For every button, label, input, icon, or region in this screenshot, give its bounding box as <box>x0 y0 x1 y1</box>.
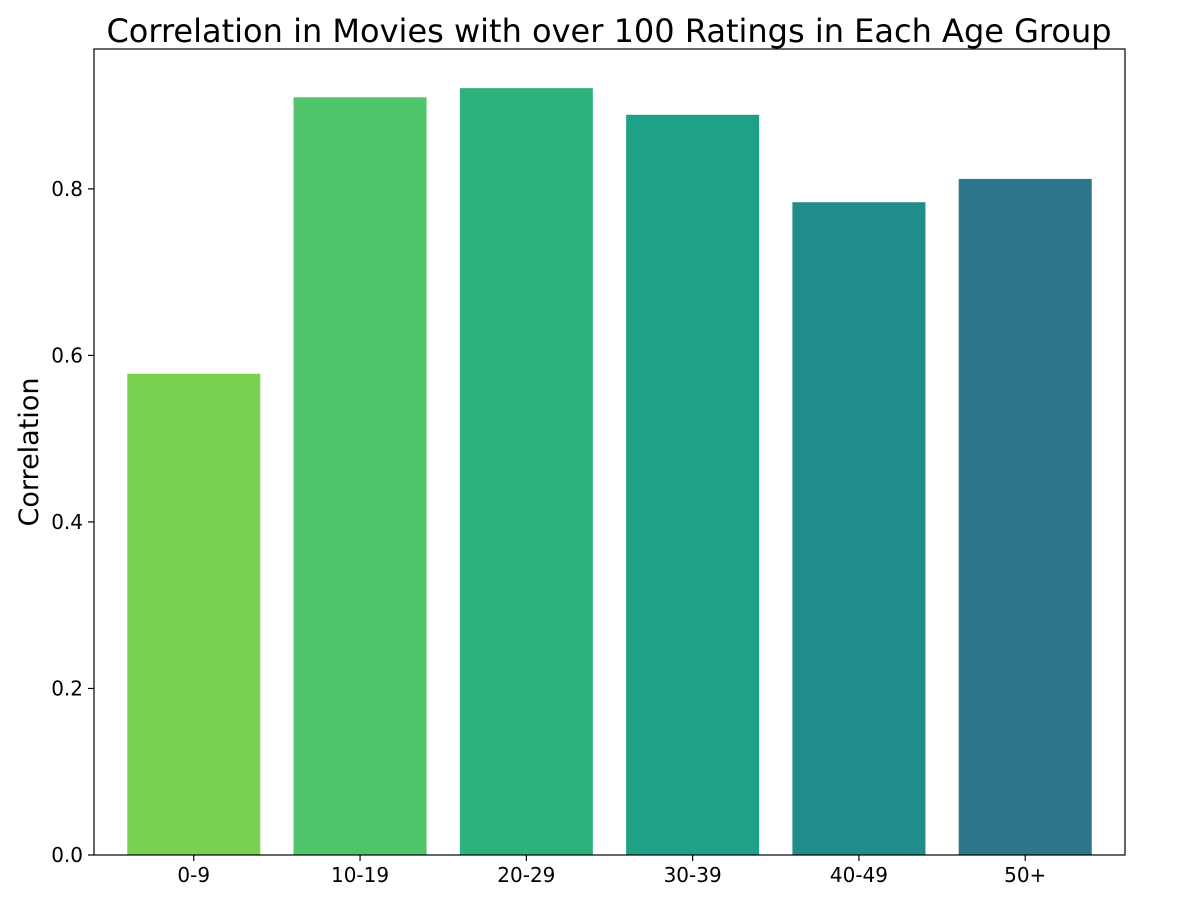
bars-group <box>127 88 1092 856</box>
y-ticks-group: 0.0 0.2 0.4 0.6 0.8 <box>51 177 94 867</box>
y-tick-label: 0.8 <box>51 177 83 201</box>
y-tick-label: 0.2 <box>51 676 83 700</box>
bar-40-49 <box>792 202 926 855</box>
chart-title: Correlation in Movies with over 100 Rati… <box>106 12 1111 50</box>
x-tick-label: 20-29 <box>497 863 555 887</box>
x-ticks-group: 0-9 10-19 20-29 30-39 40-49 50+ <box>177 855 1046 887</box>
bar-30-39 <box>626 114 760 855</box>
x-tick-label: 30-39 <box>664 863 722 887</box>
x-tick-label: 10-19 <box>331 863 389 887</box>
y-tick-label: 0.6 <box>51 343 83 367</box>
bar-0-9 <box>127 373 261 855</box>
y-tick-label: 0.4 <box>51 510 83 534</box>
x-tick-label: 0-9 <box>177 863 210 887</box>
y-axis-label: Correlation <box>14 378 45 527</box>
bar-50+ <box>958 178 1092 855</box>
x-tick-label: 50+ <box>1004 863 1046 887</box>
y-tick-label: 0.0 <box>51 843 83 867</box>
plot-frame <box>93 48 1126 856</box>
bar-20-29 <box>459 88 593 855</box>
x-tick-label: 40-49 <box>830 863 888 887</box>
bar-10-19 <box>293 97 427 856</box>
